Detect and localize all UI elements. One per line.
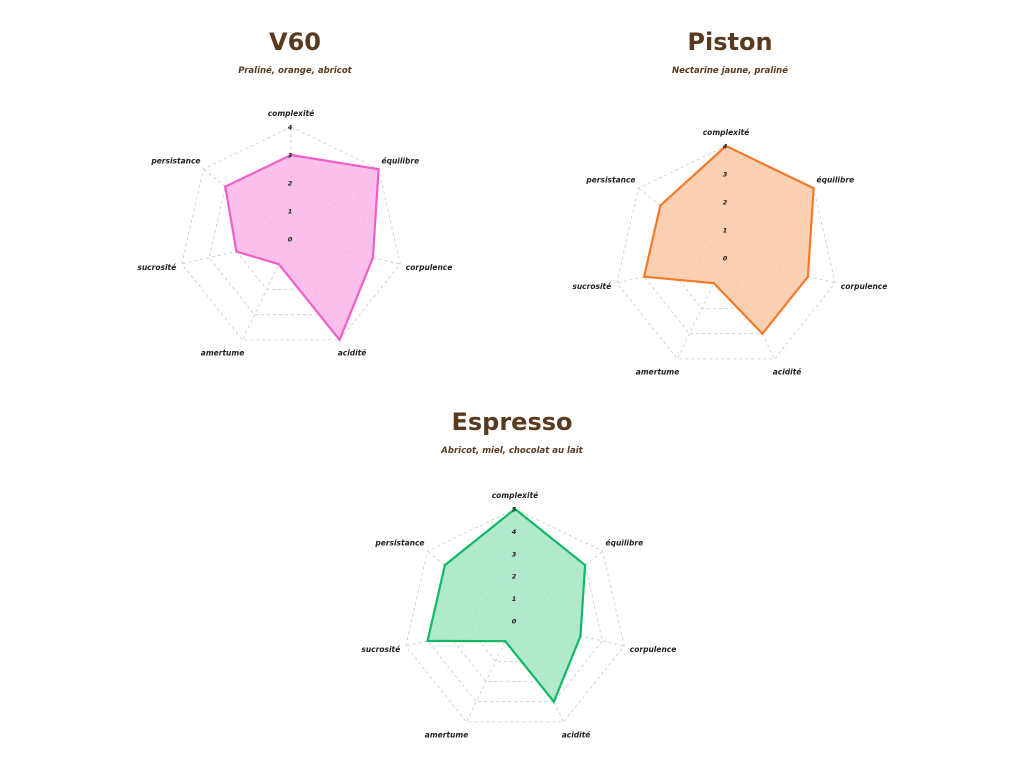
axis-label-4: amertume [636,368,680,377]
data-area [426,507,587,704]
data-point-5 [642,275,646,278]
axis-label-6: persistance [150,156,200,165]
tick-label: 3 [288,152,293,160]
grid-ring [616,145,836,360]
chart-title: V60 [269,28,321,56]
tick-label: 5 [512,506,517,514]
data-point-5 [426,639,429,643]
axis-label-3: acidité [338,349,367,358]
grid-ring [427,530,603,703]
tick-label: 4 [512,528,517,536]
axis-label-5: sucrosité [361,645,400,654]
axis-label-0: complexité [492,491,539,500]
axis-label-0: complexité [268,109,315,118]
axis-label-1: équilibre [606,538,644,547]
axis-label-3: acidité [773,368,802,377]
axis-label-6: persistance [585,175,635,184]
data-point-0 [724,144,728,148]
chart-subtitle: Abricot, miel, chocolat au lait [441,446,583,456]
tick-label: 0 [512,618,517,626]
tick-label: 0 [288,236,293,244]
data-area [224,153,380,343]
data-point-0 [289,153,293,157]
data-point-4 [504,640,507,643]
data-point-3 [552,700,556,703]
axis-label-5: sucrosité [572,282,611,291]
axis-label-4: amertume [425,731,469,740]
axis-label-2: corpulence [841,282,888,291]
data-point-1 [377,168,380,171]
data-point-2 [371,256,375,259]
data-point-3 [761,332,764,335]
tick-label: 4 [288,124,293,132]
data-point-4 [712,282,716,285]
data-point-6 [659,204,662,207]
axis-label-3: acidité [562,731,591,740]
axis-label-2: corpulence [406,263,453,272]
axis-label-1: équilibre [382,156,420,165]
axis-label-5: sucrosité [137,263,176,272]
chart-subtitle: Praliné, orange, abricot [238,66,352,76]
tick-label: 3 [723,171,728,179]
chart-subtitle: Nectarine jaune, praliné [672,66,788,76]
tick-label: 1 [723,227,728,235]
axis-label-1: équilibre [817,175,855,184]
chart-title: Piston [687,28,773,56]
grid-ring [405,508,625,723]
tick-label: 2 [723,199,728,207]
data-area [642,144,815,336]
grid-ring [181,126,401,341]
axis-label-6: persistance [374,538,424,547]
tick-label: 1 [512,595,517,603]
axis-label-2: corpulence [630,645,677,654]
axis-label-4: amertume [201,349,245,358]
tick-label: 2 [288,180,293,188]
data-point-6 [224,185,227,188]
data-point-1 [583,563,587,567]
tick-label: 0 [723,255,728,263]
axis-label-0: complexité [703,128,750,137]
data-point-3 [338,338,341,342]
tick-label: 2 [512,573,517,581]
data-point-6 [443,563,447,567]
chart-title: Espresso [451,408,573,436]
data-point-1 [812,187,815,190]
tick-label: 4 [723,143,728,151]
tick-label: 3 [512,550,517,558]
data-point-4 [277,263,281,266]
data-point-2 [806,275,810,278]
tick-label: 1 [288,208,293,216]
data-point-0 [513,507,517,511]
data-point-2 [579,634,582,638]
data-point-5 [235,250,238,253]
